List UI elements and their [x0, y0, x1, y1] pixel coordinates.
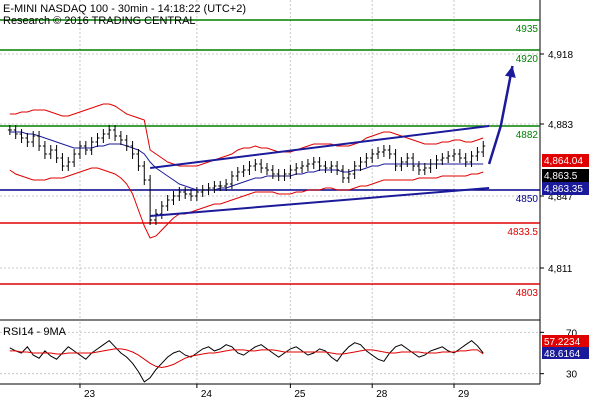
projection-arrow [487, 65, 514, 165]
chart-title: E-MINI NASDAQ 100 - 30min - 14:18:22 (UT… [3, 3, 246, 15]
badge-label-upper-band: 4,864.04 [544, 156, 583, 167]
level-label-support-4: 4833.5 [507, 227, 538, 238]
chart-subtitle: Research © 2016 TRADING CENTRAL [3, 15, 196, 27]
moving-average-line [9, 131, 484, 191]
time-tick-label-0: 23 [84, 389, 96, 400]
badge-bg-moving-average [542, 182, 589, 195]
rsi-tick-label-0: 30 [566, 370, 578, 381]
level-label-resistance-1: 4920 [516, 54, 539, 65]
price-axis-ticks: 4,811 4,847 4,883 4,918 [540, 50, 573, 275]
rsi-badge-bg-rsi [542, 335, 589, 347]
bollinger-lower-line [9, 167, 484, 239]
price-tick-label-1: 4,847 [548, 192, 573, 203]
badge-label-last-price: 4,863.5 [544, 171, 578, 182]
badge-bg-last-price [542, 169, 589, 182]
rsi-axis-ticks: 30 70 [540, 328, 578, 381]
main-grid [0, 0, 540, 320]
rsi-line [9, 339, 484, 383]
time-tick-label-3: 28 [376, 389, 388, 400]
rsi-tick-label-1: 70 [566, 328, 578, 339]
channel-lower-line [150, 187, 490, 217]
time-tick-label-1: 24 [201, 389, 213, 400]
rsi-grid [0, 322, 540, 384]
level-label-resistance-0: 4935 [516, 24, 539, 35]
price-tick-label-0: 4,811 [548, 264, 573, 275]
time-tick-label-4: 29 [458, 389, 470, 400]
rsi-ma-line [9, 348, 484, 369]
badge-bg-upper-band [542, 154, 589, 167]
rsi-badge-bg-rsi-ma [542, 347, 589, 359]
time-tick-label-2: 25 [294, 389, 306, 400]
rsi-badge-label-rsi: 57.2234 [544, 337, 581, 348]
rsi-badge-label-rsi-ma: 48.6164 [544, 349, 581, 360]
price-bars [7, 125, 486, 225]
projection-arrowhead [504, 66, 516, 78]
level-label-support-5: 4803 [516, 288, 539, 299]
channel-upper-line [149, 125, 490, 169]
price-tick-label-2: 4,883 [548, 120, 573, 131]
level-label-pivot-3: 4850 [516, 194, 539, 205]
time-axis-ticks: 23 24 25 28 29 [79, 384, 470, 400]
level-label-resistance-2: 4882 [516, 130, 539, 141]
key-levels: 4935 4920 4882 4850 4833.5 4803 [0, 19, 540, 299]
price-tick-label-3: 4,918 [548, 50, 573, 61]
badge-label-moving-average: 4,863.35 [544, 184, 583, 195]
rsi-panel-title: RSI14 - 9MA [3, 326, 67, 338]
price-value-badges: 4,864.04 4,863.5 4,863.35 [542, 154, 589, 195]
